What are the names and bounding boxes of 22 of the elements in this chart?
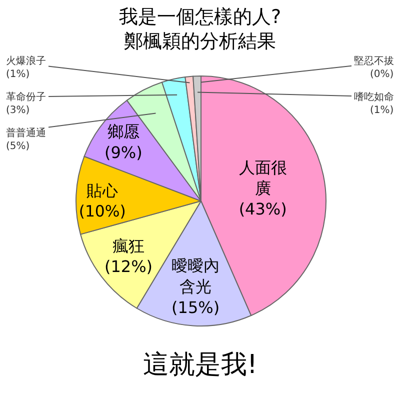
slice-label: 普普通通 <box>6 127 46 139</box>
slice-label: 曖曖內含光 <box>172 256 220 296</box>
text: 這就是我! <box>143 350 258 380</box>
slice-label: 瘋狂 <box>112 236 144 256</box>
data-label: (1%) <box>370 105 394 116</box>
data-label: (43%) <box>238 199 287 218</box>
slice-label: 鄉愿 <box>107 122 140 142</box>
slice-label: 火爆浪子 <box>6 55 46 67</box>
data-label: (3%) <box>6 105 30 116</box>
data-label: (9%) <box>104 142 142 162</box>
slice-label: 人面很廣 <box>238 158 287 198</box>
data-label: (1%) <box>6 69 30 80</box>
chart-title: 我是一個怎樣的人? 鄭楓穎的分析結果 <box>118 6 282 52</box>
category-label: 堅忍不拔 <box>354 56 394 67</box>
slice-label: 嗜吃如命 <box>354 91 394 103</box>
data-label: (5%) <box>6 141 30 152</box>
text: (0%) <box>370 69 394 80</box>
slice-label: 貼心 <box>86 181 118 200</box>
data-label: (10%) <box>78 202 126 221</box>
data-label: (15%) <box>172 298 220 317</box>
data-label: (12%) <box>104 257 153 276</box>
slice-label: 革命份子 <box>6 91 46 103</box>
